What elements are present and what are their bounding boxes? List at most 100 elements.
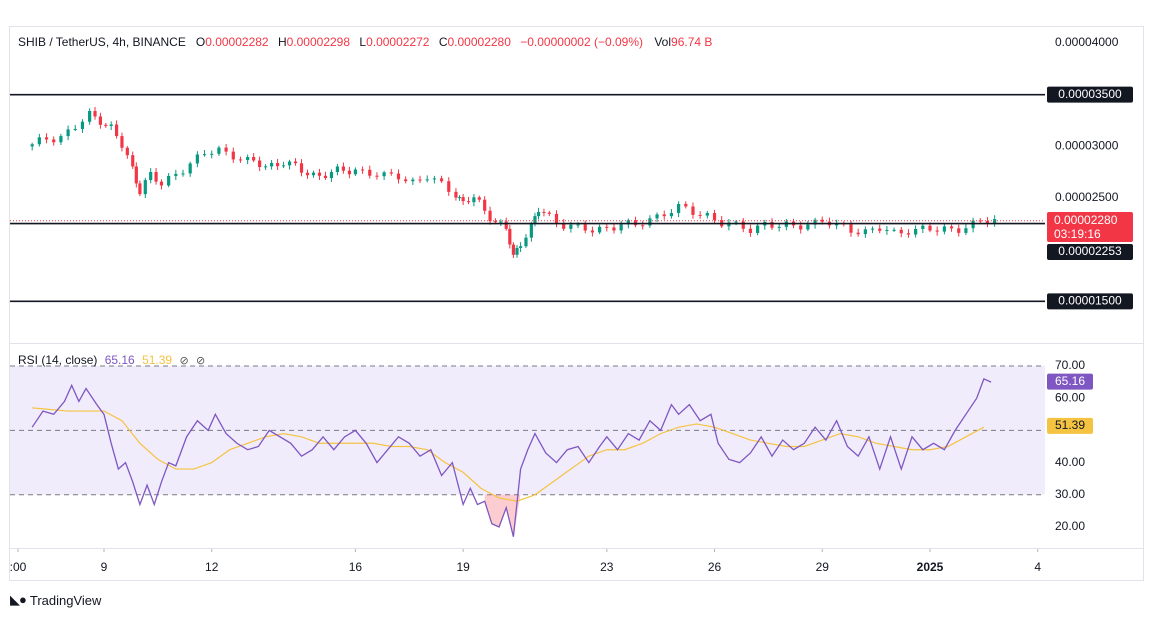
candle[interactable] bbox=[799, 225, 803, 230]
candle[interactable] bbox=[143, 180, 147, 195]
rsi-title[interactable]: RSI (14, close) bbox=[18, 353, 98, 367]
candle[interactable] bbox=[935, 230, 939, 232]
candle[interactable] bbox=[461, 197, 465, 202]
candle[interactable] bbox=[504, 221, 508, 229]
candle[interactable] bbox=[536, 211, 541, 217]
candle[interactable] bbox=[583, 224, 587, 231]
candle[interactable] bbox=[305, 172, 310, 176]
symbol-label[interactable]: SHIB / TetherUS, 4h, BINANCE bbox=[18, 35, 186, 49]
candle[interactable] bbox=[870, 228, 875, 230]
candle[interactable] bbox=[181, 173, 185, 175]
candle[interactable] bbox=[210, 153, 214, 155]
candle[interactable] bbox=[921, 225, 925, 229]
eye-off-icon[interactable]: ⊘ bbox=[196, 355, 206, 367]
candle[interactable] bbox=[712, 213, 717, 221]
candle[interactable] bbox=[317, 172, 322, 176]
candle[interactable] bbox=[906, 233, 911, 235]
candle[interactable] bbox=[554, 213, 559, 224]
candle[interactable] bbox=[287, 161, 292, 166]
candle[interactable] bbox=[138, 183, 142, 195]
candle[interactable] bbox=[508, 228, 512, 245]
candle[interactable] bbox=[347, 170, 352, 175]
candle[interactable] bbox=[382, 172, 386, 177]
candle[interactable] bbox=[188, 163, 192, 174]
candle[interactable] bbox=[432, 178, 436, 180]
candle[interactable] bbox=[684, 203, 688, 207]
candle[interactable] bbox=[167, 175, 171, 186]
rsi-line[interactable] bbox=[31, 378, 992, 537]
candle[interactable] bbox=[202, 154, 207, 156]
candle[interactable] bbox=[633, 220, 638, 226]
candle[interactable] bbox=[533, 216, 537, 224]
candle[interactable] bbox=[518, 246, 523, 248]
candle[interactable] bbox=[477, 197, 481, 200]
candle[interactable] bbox=[375, 175, 379, 177]
candle[interactable] bbox=[93, 110, 97, 117]
candle[interactable] bbox=[524, 237, 528, 247]
candle[interactable] bbox=[66, 129, 70, 137]
candle[interactable] bbox=[425, 179, 429, 181]
candle[interactable] bbox=[971, 220, 975, 229]
candle[interactable] bbox=[335, 166, 340, 173]
candle[interactable] bbox=[748, 228, 753, 233]
candle[interactable] bbox=[985, 221, 990, 224]
candle[interactable] bbox=[734, 221, 738, 223]
candle[interactable] bbox=[648, 218, 652, 226]
candle[interactable] bbox=[542, 211, 546, 213]
candle[interactable] bbox=[131, 155, 135, 167]
candle[interactable] bbox=[655, 214, 659, 219]
candle[interactable] bbox=[562, 223, 566, 229]
candle[interactable] bbox=[499, 221, 503, 223]
candle[interactable] bbox=[899, 229, 903, 234]
candle[interactable] bbox=[411, 179, 415, 182]
candle[interactable] bbox=[493, 221, 498, 223]
candle[interactable] bbox=[439, 178, 444, 182]
candle[interactable] bbox=[878, 228, 882, 231]
candle[interactable] bbox=[246, 156, 250, 161]
candle[interactable] bbox=[914, 228, 918, 235]
candle[interactable] bbox=[323, 175, 328, 179]
candle[interactable] bbox=[264, 166, 268, 168]
candle[interactable] bbox=[73, 128, 77, 130]
candle[interactable] bbox=[149, 171, 153, 181]
candle[interactable] bbox=[727, 222, 731, 227]
candle[interactable] bbox=[231, 151, 235, 160]
candle[interactable] bbox=[590, 230, 595, 233]
candle[interactable] bbox=[756, 225, 760, 233]
candle[interactable] bbox=[299, 163, 304, 173]
candle[interactable] bbox=[856, 232, 860, 235]
candle[interactable] bbox=[269, 162, 274, 167]
candle[interactable] bbox=[396, 173, 401, 180]
candle[interactable] bbox=[418, 179, 422, 181]
candle[interactable] bbox=[605, 226, 609, 228]
candle[interactable] bbox=[942, 226, 946, 232]
candle[interactable] bbox=[447, 181, 451, 192]
candle[interactable] bbox=[329, 172, 334, 179]
candle[interactable] bbox=[275, 162, 280, 167]
candle[interactable] bbox=[368, 169, 372, 176]
candle[interactable] bbox=[705, 213, 709, 216]
candle[interactable] bbox=[892, 229, 896, 231]
candle[interactable] bbox=[612, 227, 616, 231]
candle[interactable] bbox=[691, 206, 695, 215]
candle[interactable] bbox=[52, 139, 56, 143]
candle[interactable] bbox=[949, 226, 954, 229]
candle[interactable] bbox=[515, 247, 519, 255]
candle[interactable] bbox=[341, 166, 346, 171]
candle[interactable] bbox=[37, 137, 41, 145]
candle[interactable] bbox=[993, 219, 997, 224]
candle[interactable] bbox=[529, 223, 533, 238]
candle[interactable] bbox=[957, 228, 961, 233]
candle[interactable] bbox=[195, 154, 199, 164]
candle[interactable] bbox=[569, 224, 573, 229]
candle[interactable] bbox=[281, 165, 286, 167]
candle[interactable] bbox=[547, 212, 551, 214]
candle[interactable] bbox=[59, 136, 63, 143]
candle[interactable] bbox=[311, 172, 316, 176]
candle[interactable] bbox=[813, 219, 817, 225]
candle[interactable] bbox=[669, 213, 674, 217]
candle[interactable] bbox=[125, 147, 129, 156]
candle[interactable] bbox=[641, 225, 645, 227]
candle[interactable] bbox=[134, 166, 138, 184]
candle[interactable] bbox=[626, 220, 630, 225]
